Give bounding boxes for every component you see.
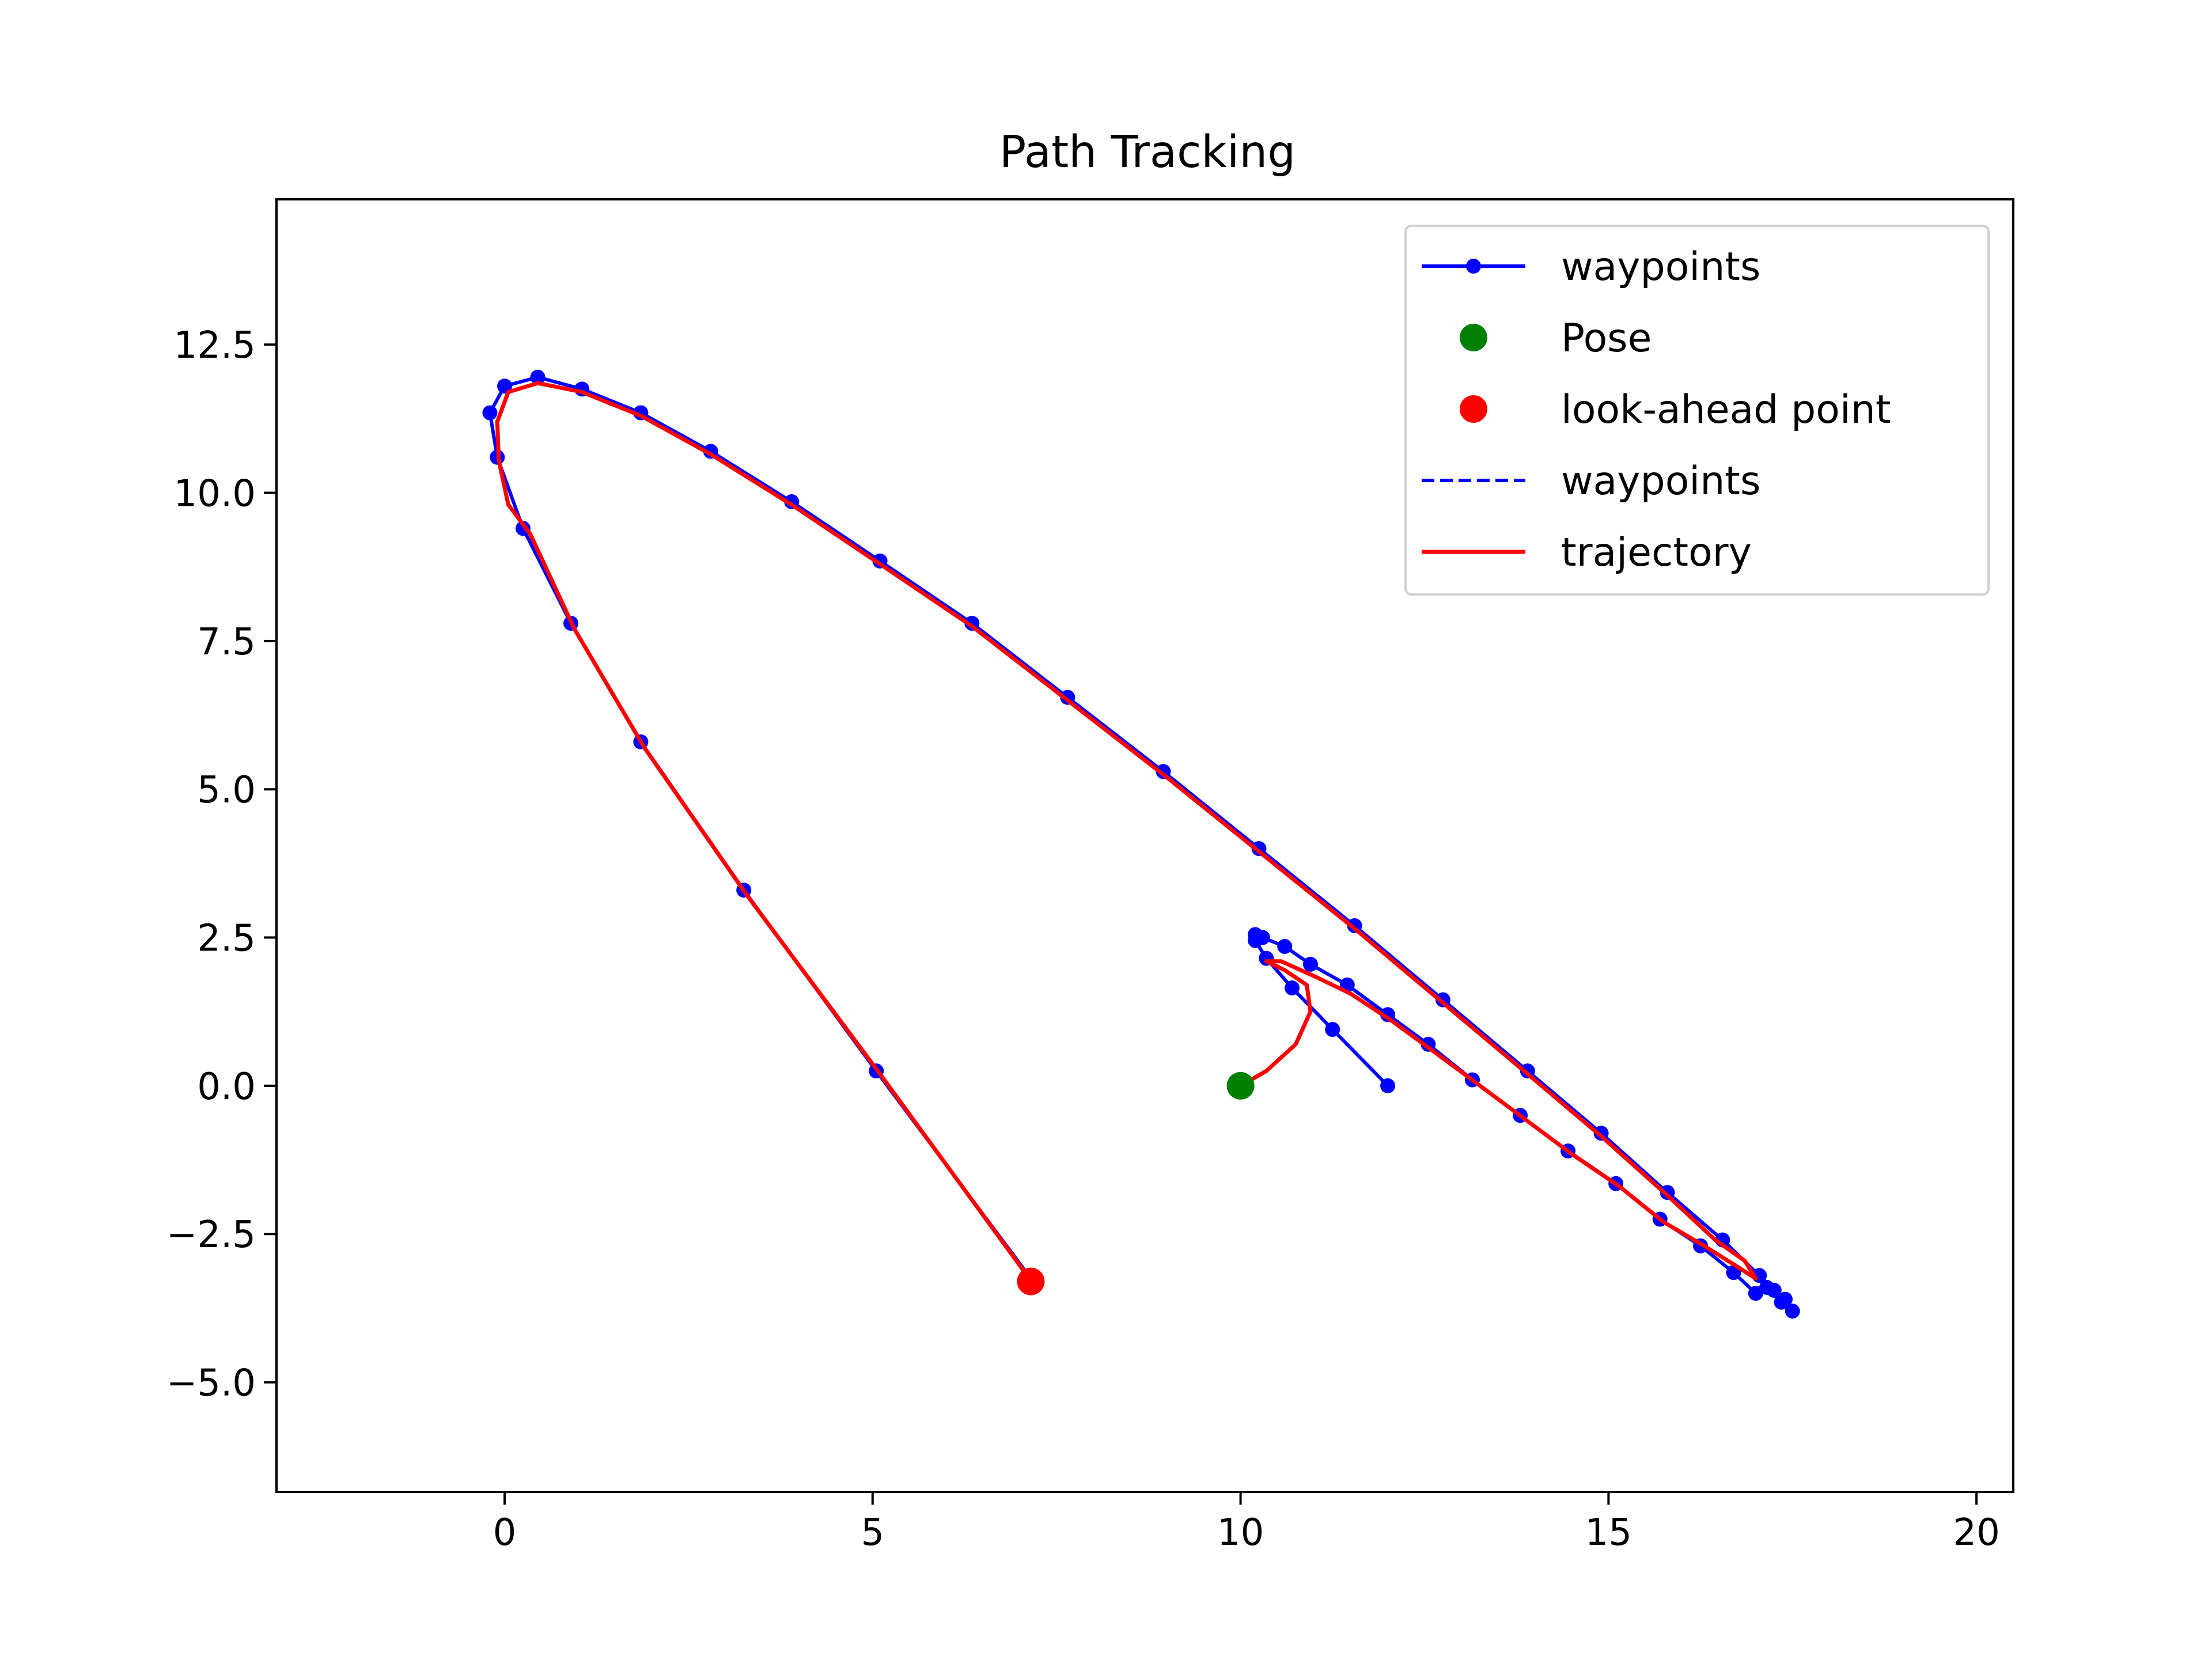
y-tick-label: 0.0 — [197, 1066, 256, 1108]
trajectory-line — [495, 381, 1758, 1281]
plot-series — [482, 369, 1800, 1319]
waypoint-marker — [1785, 1304, 1800, 1319]
waypoint-marker — [482, 405, 498, 421]
x-tick-label: 20 — [1953, 1512, 1999, 1554]
waypoint-marker — [1255, 930, 1270, 945]
y-tick-label: 7.5 — [197, 621, 256, 664]
legend-label-waypoints: waypoints — [1561, 244, 1760, 290]
plot-frame — [275, 198, 2014, 1493]
waypoint-marker — [1777, 1291, 1793, 1307]
y-tick-label: −5.0 — [166, 1362, 256, 1405]
legend-swatch-marker — [1466, 259, 1481, 274]
y-tick-label: 2.5 — [197, 918, 256, 960]
x-tick-label: 0 — [493, 1512, 517, 1554]
x-tick-label: 10 — [1217, 1512, 1264, 1554]
legend-label-pose: Pose — [1561, 316, 1652, 361]
legend-label-trajectory: trajectory — [1561, 530, 1752, 575]
y-tick-label: −2.5 — [166, 1214, 256, 1256]
waypoint-marker — [1325, 1022, 1340, 1037]
look-ahead-point-marker — [1017, 1267, 1045, 1296]
waypoint-marker — [1302, 956, 1318, 972]
y-tick-label: 12.5 — [174, 324, 256, 367]
legend-label-waypoints-dashed: waypoints — [1561, 459, 1760, 504]
waypoint-marker — [1766, 1283, 1782, 1298]
y-tick-label: 5.0 — [197, 769, 256, 812]
legend: waypoints Pose look-ahead point waypoints tr… — [1404, 225, 1990, 596]
x-tick-label: 15 — [1585, 1512, 1632, 1554]
legend-swatch-marker — [1460, 395, 1487, 423]
waypoint-marker — [530, 369, 546, 385]
waypoint-marker — [1748, 1286, 1763, 1301]
waypoint-marker — [1380, 1078, 1396, 1093]
axis-ticks: 0 5 10 15 20 −5.0 −2.5 0.0 2.5 5.0 7.5 10.0 12.5 — [166, 324, 2000, 1554]
legend-label-look-ahead-point: look-ahead point — [1561, 387, 1891, 433]
chart-title: Path Tracking — [999, 127, 1296, 178]
waypoint-marker — [1277, 938, 1293, 954]
x-tick-label: 5 — [861, 1512, 884, 1554]
legend-swatch-marker — [1460, 324, 1487, 351]
y-tick-label: 10.0 — [174, 473, 256, 516]
legend-box — [1404, 225, 1990, 596]
waypoint-marker — [1285, 980, 1300, 996]
pose-marker — [1226, 1071, 1255, 1100]
waypoint-marker — [497, 378, 513, 394]
